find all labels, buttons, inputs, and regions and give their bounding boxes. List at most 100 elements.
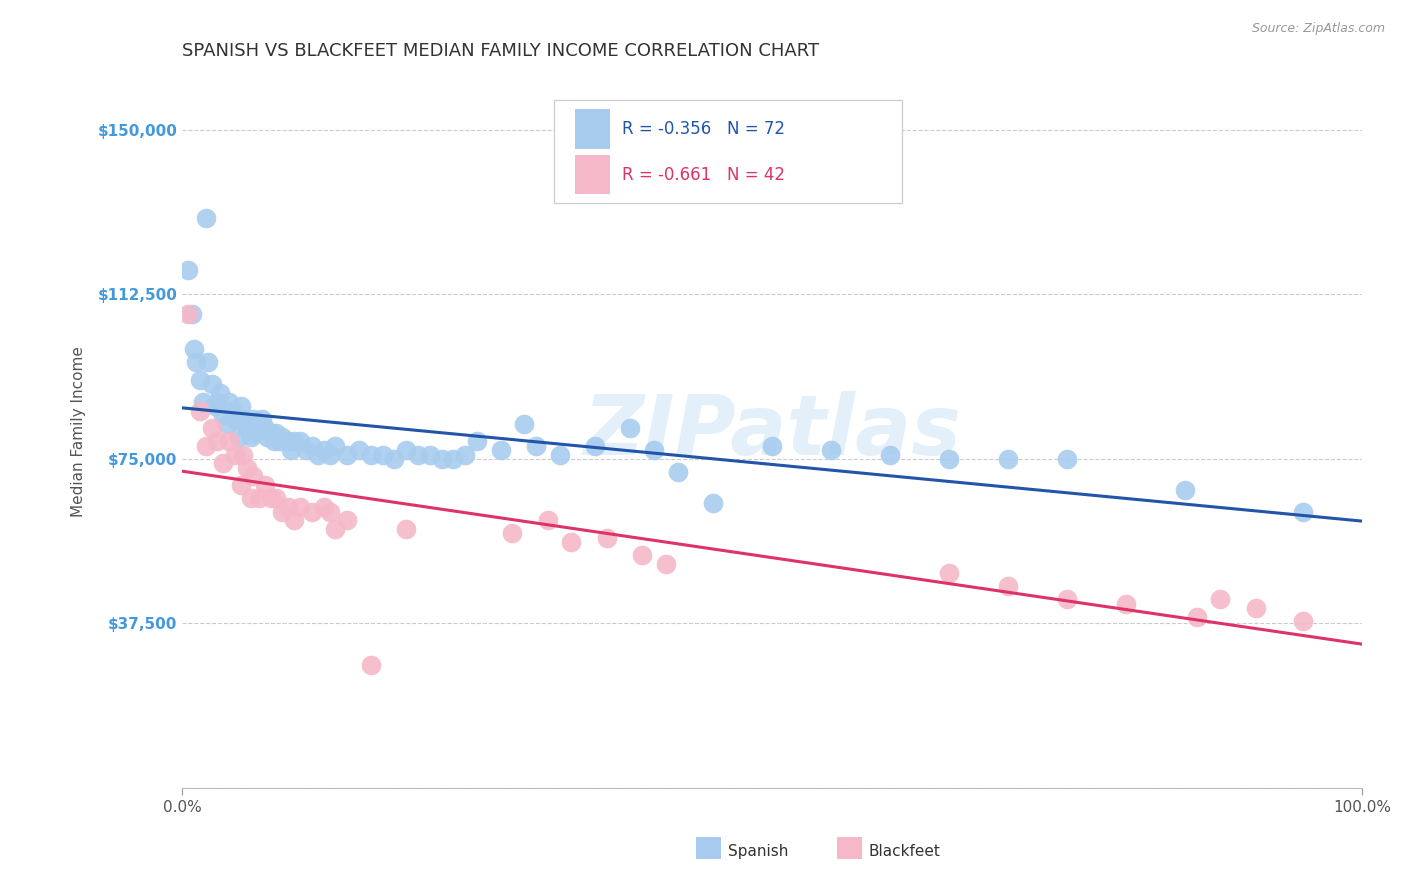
- Point: [197, 355, 219, 369]
- Point: [325, 522, 347, 536]
- Point: [194, 439, 217, 453]
- Point: [207, 395, 229, 409]
- Point: [312, 443, 335, 458]
- Point: [186, 355, 208, 369]
- Point: [702, 496, 724, 510]
- Point: [336, 513, 359, 527]
- Point: [266, 425, 288, 440]
- Point: [239, 430, 262, 444]
- Bar: [554, 100, 901, 203]
- Point: [266, 491, 288, 506]
- Point: [247, 491, 270, 506]
- Point: [501, 526, 523, 541]
- Point: [180, 307, 202, 321]
- Point: [177, 307, 200, 321]
- Point: [430, 451, 453, 466]
- Point: [1292, 614, 1315, 628]
- Point: [465, 434, 488, 449]
- Point: [1185, 609, 1208, 624]
- Point: [619, 421, 641, 435]
- Point: [537, 513, 560, 527]
- Point: [288, 500, 311, 515]
- Point: [271, 430, 294, 444]
- Point: [395, 522, 418, 536]
- Point: [489, 443, 512, 458]
- Point: [938, 451, 960, 466]
- Point: [183, 343, 205, 357]
- Point: [1244, 601, 1267, 615]
- Point: [548, 448, 571, 462]
- Point: [263, 434, 285, 449]
- Point: [236, 421, 259, 435]
- Text: Spanish: Spanish: [728, 845, 789, 859]
- Point: [194, 211, 217, 225]
- Bar: [575, 155, 610, 194]
- Point: [454, 448, 477, 462]
- Point: [204, 399, 226, 413]
- Point: [221, 403, 243, 417]
- Point: [997, 451, 1019, 466]
- Point: [247, 417, 270, 431]
- Point: [280, 443, 302, 458]
- Point: [212, 456, 235, 470]
- Point: [177, 263, 200, 277]
- Point: [347, 443, 370, 458]
- Point: [406, 448, 429, 462]
- Point: [283, 434, 305, 449]
- Point: [384, 451, 406, 466]
- Point: [371, 448, 394, 462]
- Point: [224, 412, 246, 426]
- Point: [188, 373, 211, 387]
- Point: [232, 448, 254, 462]
- Point: [1292, 504, 1315, 518]
- Text: ZIPatlas: ZIPatlas: [583, 391, 960, 472]
- Point: [208, 386, 231, 401]
- Point: [1174, 483, 1197, 497]
- Y-axis label: Median Family Income: Median Family Income: [72, 346, 86, 517]
- Point: [271, 504, 294, 518]
- Text: SPANISH VS BLACKFEET MEDIAN FAMILY INCOME CORRELATION CHART: SPANISH VS BLACKFEET MEDIAN FAMILY INCOM…: [183, 42, 820, 60]
- Point: [218, 395, 240, 409]
- Point: [666, 465, 689, 479]
- Point: [193, 395, 215, 409]
- Point: [443, 451, 465, 466]
- Point: [239, 491, 262, 506]
- Point: [277, 500, 299, 515]
- Text: Source: ZipAtlas.com: Source: ZipAtlas.com: [1251, 22, 1385, 36]
- Point: [283, 513, 305, 527]
- Point: [277, 434, 299, 449]
- Point: [259, 491, 281, 506]
- Point: [224, 448, 246, 462]
- Point: [596, 531, 619, 545]
- Point: [1056, 451, 1078, 466]
- Point: [360, 448, 382, 462]
- Point: [215, 417, 238, 431]
- Point: [312, 500, 335, 515]
- Point: [212, 408, 235, 422]
- Point: [761, 439, 783, 453]
- Point: [288, 434, 311, 449]
- Point: [395, 443, 418, 458]
- Point: [524, 439, 547, 453]
- Point: [256, 430, 278, 444]
- Point: [820, 443, 842, 458]
- Point: [301, 504, 323, 518]
- Point: [236, 460, 259, 475]
- Point: [252, 412, 274, 426]
- Point: [655, 557, 678, 571]
- Point: [307, 448, 329, 462]
- Point: [1209, 592, 1232, 607]
- Point: [643, 443, 665, 458]
- Point: [242, 412, 264, 426]
- Point: [301, 439, 323, 453]
- Point: [997, 579, 1019, 593]
- Point: [245, 425, 267, 440]
- Point: [318, 504, 340, 518]
- Point: [200, 421, 222, 435]
- Bar: [575, 110, 610, 149]
- Point: [218, 434, 240, 449]
- Point: [938, 566, 960, 580]
- Text: Blackfeet: Blackfeet: [869, 845, 941, 859]
- Text: R = -0.356   N = 72: R = -0.356 N = 72: [623, 120, 785, 138]
- Point: [419, 448, 441, 462]
